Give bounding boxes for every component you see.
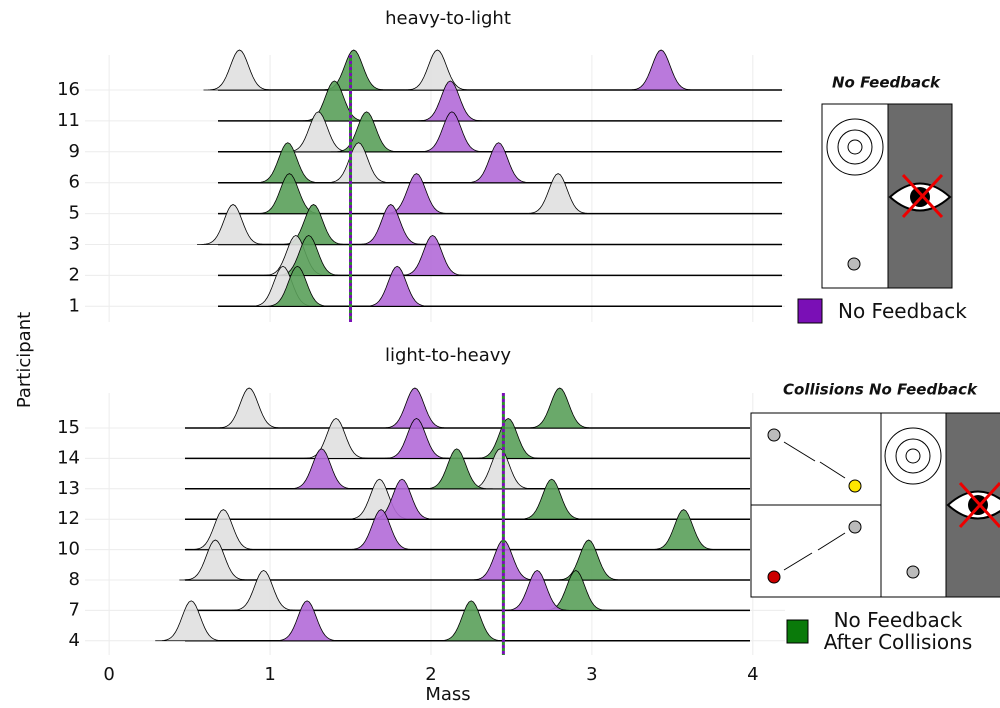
legend-label: No Feedback After Collisions	[810, 609, 986, 653]
y-tick-label: 16	[57, 79, 80, 100]
y-tick-label: 6	[69, 172, 80, 193]
density-peak	[522, 174, 594, 214]
density-peak	[463, 143, 535, 183]
density-peak	[648, 510, 720, 550]
y-tick-label: 14	[57, 447, 80, 468]
panel-title: heavy-to-light	[385, 8, 511, 29]
y-tick-label: 10	[57, 539, 80, 560]
density-peak	[524, 388, 596, 428]
inset-collisions	[751, 413, 1000, 597]
y-tick-label: 7	[69, 599, 80, 620]
density-peak	[155, 601, 227, 641]
legend-swatch	[798, 299, 822, 323]
density-peak	[625, 50, 697, 90]
y-tick-label: 9	[69, 141, 80, 162]
x-axis-label: Mass	[425, 684, 470, 705]
panel-title: light-to-heavy	[385, 345, 511, 366]
y-tick-label: 15	[57, 417, 80, 438]
inset-no-feedback	[822, 104, 952, 288]
y-tick-label: 5	[69, 203, 80, 224]
density-peak	[300, 418, 372, 458]
density-peak	[228, 570, 300, 610]
x-tick-label: 1	[264, 664, 275, 685]
density-peak	[203, 50, 275, 90]
page: 1611965321151413121087401234 heavy-to-li…	[0, 0, 1000, 708]
y-tick-label: 3	[69, 234, 80, 255]
density-peak	[380, 418, 452, 458]
legend-label: No Feedback	[838, 300, 967, 322]
density-peak	[401, 50, 473, 90]
legend-swatch	[787, 620, 808, 643]
inset-title: No Feedback	[832, 74, 941, 92]
y-tick-label: 4	[69, 630, 80, 651]
density-peak	[416, 112, 488, 152]
density-peak	[187, 510, 259, 550]
y-axis-label: Participant	[14, 312, 35, 408]
x-tick-label: 3	[586, 664, 597, 685]
density-peak	[472, 418, 544, 458]
x-tick-label: 2	[425, 664, 436, 685]
y-tick-label: 13	[57, 478, 80, 499]
y-tick-label: 12	[57, 508, 80, 529]
x-tick-label: 4	[747, 664, 758, 685]
density-peak	[213, 388, 285, 428]
inset-title: Collisions No Feedback	[783, 381, 978, 399]
density-peak	[516, 479, 588, 519]
y-tick-label: 1	[69, 295, 80, 316]
y-tick-label: 2	[69, 264, 80, 285]
y-tick-label: 8	[69, 569, 80, 590]
density-peak	[553, 540, 625, 580]
y-tick-label: 11	[57, 110, 80, 131]
density-peak	[435, 601, 507, 641]
density-peak	[197, 205, 269, 245]
chart: 1611965321151413121087401234 heavy-to-li…	[0, 0, 1000, 708]
x-tick-label: 0	[103, 664, 114, 685]
density-peak	[318, 50, 390, 90]
